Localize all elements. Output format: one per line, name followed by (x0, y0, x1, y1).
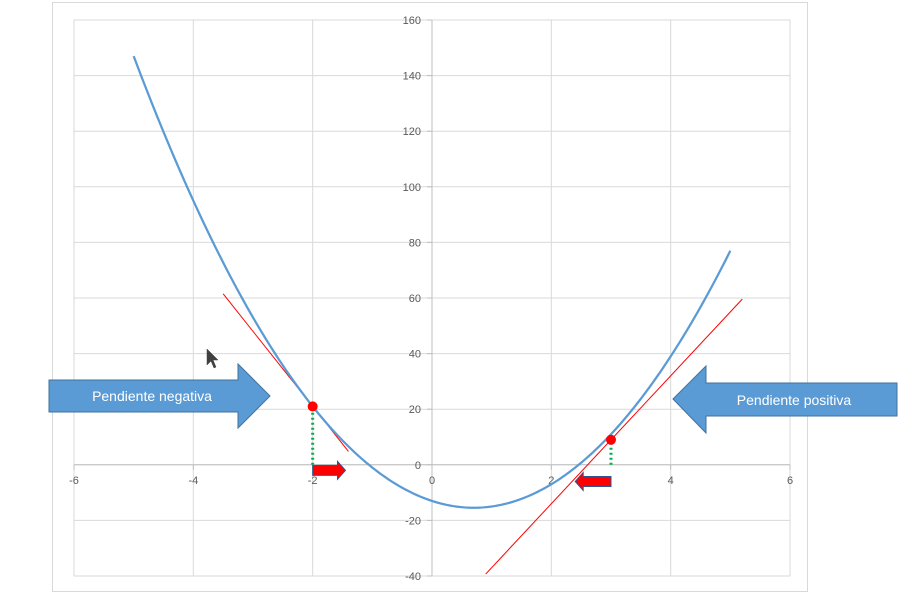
grid (73, 19, 791, 577)
y-tick-label: 40 (409, 349, 421, 361)
callout-negative-shape (48, 362, 271, 430)
callout-positive-arrow: Pendiente positiva (672, 364, 898, 435)
callout-positive-label: Pendiente positiva (737, 392, 852, 408)
y-tick-label: 0 (415, 460, 421, 472)
x-tick-label: -2 (308, 475, 318, 487)
cursor-icon (206, 348, 219, 369)
annotations (307, 401, 616, 492)
direction-arrow-icon (312, 460, 347, 481)
parabola-series-line (132, 55, 732, 509)
y-tick-label: 60 (409, 293, 421, 305)
x-tick-label: 2 (548, 475, 554, 487)
y-tick-label: -40 (405, 571, 421, 583)
callout-negative-label: Pendiente negativa (92, 388, 212, 404)
y-tick-label: 160 (403, 15, 421, 27)
x-tick-label: -4 (188, 475, 198, 487)
tangent-point (307, 401, 318, 412)
y-tick-label: -20 (405, 515, 421, 527)
y-tick-label: 140 (403, 71, 421, 83)
x-tick-label: 6 (787, 475, 793, 487)
y-tick-label: 120 (403, 126, 421, 138)
x-tick-label: 0 (429, 475, 435, 487)
y-tick-label: 100 (403, 182, 421, 194)
chart-frame (52, 2, 808, 592)
x-tick-label: 4 (668, 475, 674, 487)
callout-positive-shape (672, 364, 898, 435)
tangent-point (606, 434, 616, 445)
y-tick-label: 80 (409, 237, 421, 249)
y-tick-label: 20 (409, 404, 421, 416)
direction-arrow-icon (574, 471, 612, 492)
series (132, 55, 743, 575)
callout-negative-arrow: Pendiente negativa (48, 362, 271, 430)
x-tick-label: -6 (69, 475, 79, 487)
